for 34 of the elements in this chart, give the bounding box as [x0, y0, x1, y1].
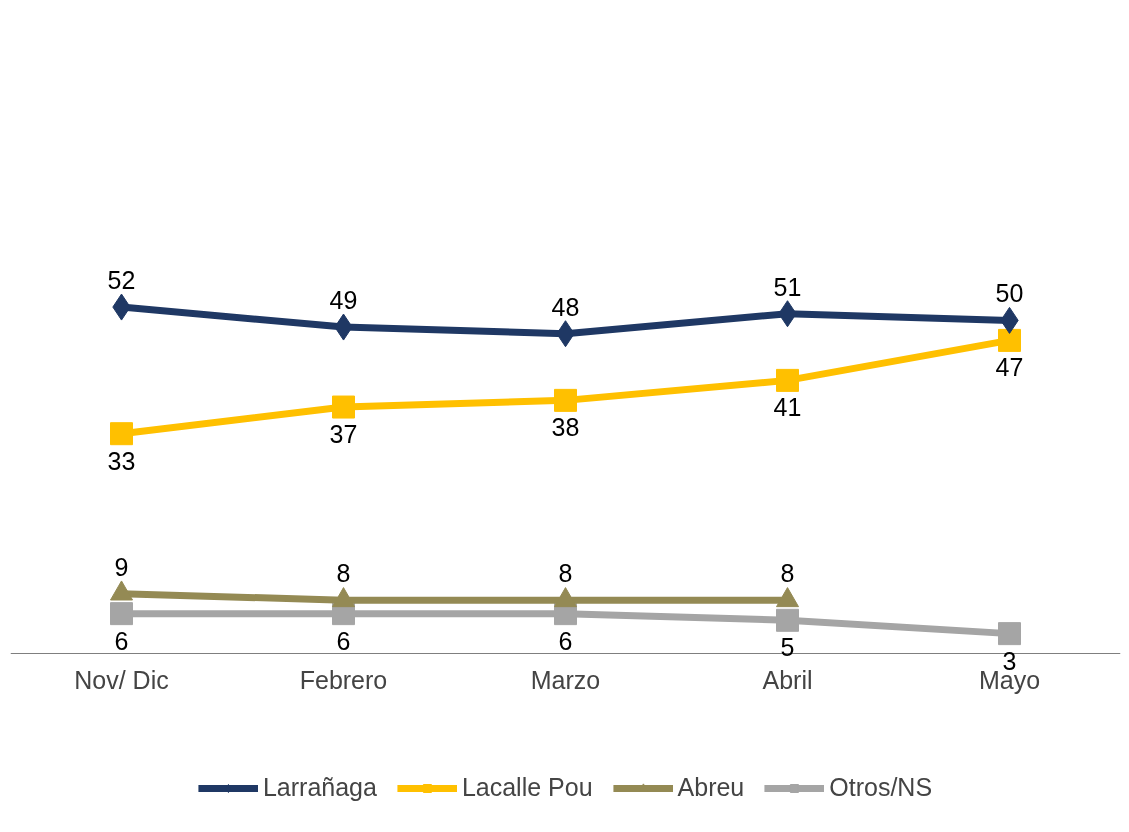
data-label: 8	[558, 559, 573, 588]
data-label: 8	[780, 559, 795, 588]
data-label: 50	[995, 279, 1024, 308]
data-label: 49	[329, 286, 358, 315]
x-tick-label: Nov/ Dic	[74, 665, 169, 694]
point	[998, 328, 1021, 352]
point	[332, 395, 355, 419]
data-label: 5	[780, 633, 795, 662]
data-label: 37	[329, 420, 358, 449]
point	[554, 388, 577, 412]
point	[776, 368, 799, 392]
data-label: 33	[107, 446, 136, 475]
data-label: 8	[336, 559, 351, 588]
legend-label: Abreu	[677, 773, 745, 802]
point	[110, 602, 133, 626]
data-label: 47	[995, 353, 1024, 382]
data-label: 9	[114, 552, 129, 581]
legend-label: Larrañaga	[262, 773, 377, 802]
data-label: 6	[336, 626, 351, 655]
data-label: 38	[551, 413, 580, 442]
legend-label: Lacalle Pou	[461, 773, 593, 802]
data-label: 48	[551, 292, 580, 321]
point	[110, 422, 133, 446]
data-label: 6	[114, 626, 129, 655]
x-tick-label: Abril	[762, 665, 813, 694]
legend-label: Otros/NS	[829, 773, 933, 802]
data-label: 51	[773, 272, 802, 301]
data-label: 6	[558, 626, 573, 655]
point	[998, 622, 1021, 646]
x-tick-label: Febrero	[299, 665, 388, 694]
data-label: 52	[107, 266, 136, 295]
data-label: 41	[773, 393, 802, 422]
point	[776, 608, 799, 632]
x-tick-label: Marzo	[530, 665, 601, 694]
